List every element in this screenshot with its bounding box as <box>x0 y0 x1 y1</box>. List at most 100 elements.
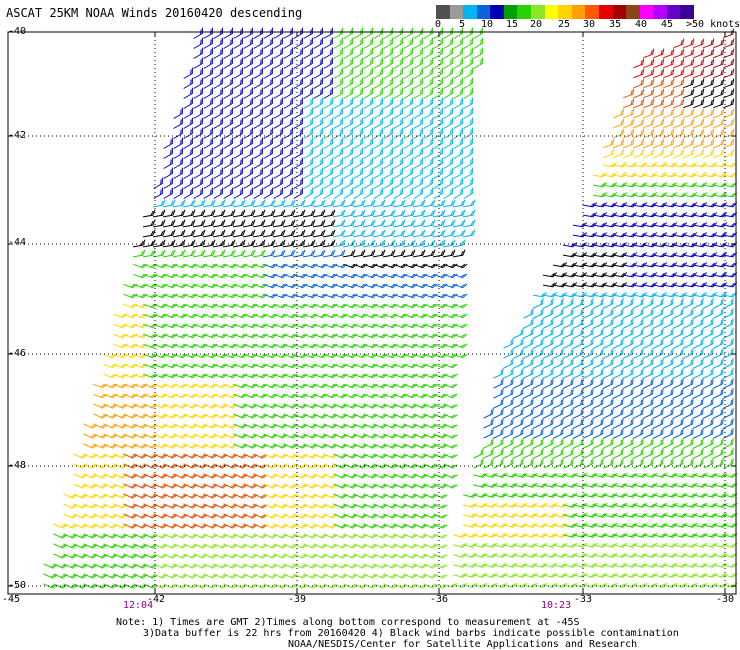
wind-barb <box>123 493 138 499</box>
wind-barb <box>633 482 648 488</box>
wind-barb <box>543 582 558 588</box>
wind-barb <box>673 368 684 379</box>
wind-barb <box>422 219 436 228</box>
wind-barb <box>463 187 473 199</box>
wind-barb <box>653 398 664 409</box>
wind-barb <box>423 403 438 409</box>
wind-barb <box>273 413 288 419</box>
wind-barb <box>323 147 333 159</box>
wind-barb <box>133 363 148 369</box>
wind-barb <box>293 453 308 459</box>
wind-barb <box>212 219 226 228</box>
wind-barb <box>453 37 463 49</box>
wind-barb <box>613 552 628 558</box>
wind-barb <box>693 128 705 139</box>
wind-barb <box>643 88 655 99</box>
wind-barb <box>642 282 658 288</box>
wind-barb <box>673 298 684 309</box>
wind-barb <box>103 353 118 359</box>
wind-barb <box>123 323 138 329</box>
wind-barb <box>613 492 628 498</box>
wind-barb <box>363 27 373 39</box>
wind-barb <box>722 282 738 288</box>
wind-barb <box>213 273 228 279</box>
wind-barb <box>93 553 108 559</box>
wind-barb <box>703 582 718 588</box>
lat-label: -46 <box>8 348 27 359</box>
wind-barb <box>383 323 398 329</box>
wind-barb <box>182 229 196 238</box>
wind-barb <box>483 562 498 568</box>
wind-barb <box>152 209 166 218</box>
wind-barb <box>633 438 644 449</box>
wind-barb <box>663 502 678 508</box>
wind-barb <box>493 368 504 379</box>
wind-barb <box>393 137 403 149</box>
wind-barb <box>713 512 728 518</box>
wind-barb <box>333 283 348 289</box>
wind-barb <box>582 262 598 268</box>
wind-barb <box>403 523 418 529</box>
wind-barb <box>633 378 644 389</box>
wind-barb <box>633 418 644 429</box>
wind-barb <box>373 483 388 489</box>
wind-barb <box>533 492 548 498</box>
wind-barb <box>373 177 383 189</box>
wind-barb <box>662 162 678 168</box>
wind-barb <box>563 418 574 429</box>
wind-barb <box>393 403 408 409</box>
wind-barb <box>303 393 318 399</box>
wind-barb <box>183 443 198 449</box>
wind-barb <box>153 333 168 339</box>
wind-barb <box>352 229 366 238</box>
wind-barb <box>283 293 298 299</box>
wind-barb <box>543 562 558 568</box>
wind-barb <box>213 393 228 399</box>
wind-barb <box>673 338 684 349</box>
wind-barb <box>663 408 674 419</box>
wind-barb <box>173 293 188 299</box>
wind-barb <box>253 453 268 459</box>
wind-barb <box>433 77 443 89</box>
wind-barb <box>463 552 478 558</box>
wind-barb <box>452 199 466 208</box>
wind-barb <box>303 147 313 159</box>
wind-barb <box>413 47 423 59</box>
wind-barb <box>183 573 198 579</box>
wind-barb <box>193 77 203 89</box>
wind-barb <box>683 458 694 469</box>
wind-barb <box>263 127 273 139</box>
wind-barb <box>453 293 468 299</box>
wind-barb <box>553 428 564 439</box>
wind-barb <box>633 522 648 528</box>
wind-barb <box>213 563 228 569</box>
wind-barb <box>183 353 198 359</box>
wind-barb <box>103 373 118 379</box>
wind-barb <box>603 318 614 329</box>
wind-barb <box>503 418 514 429</box>
wind-barb <box>73 533 88 539</box>
wind-barb <box>223 363 238 369</box>
wind-barb <box>663 448 674 459</box>
wind-barb <box>583 552 598 558</box>
wind-barb <box>633 118 645 129</box>
wind-barb <box>363 403 378 409</box>
wind-barb <box>142 249 156 258</box>
wind-barb <box>703 472 718 478</box>
wind-barb <box>293 403 308 409</box>
wind-barb <box>273 433 288 439</box>
wind-barb <box>283 47 293 59</box>
wind-barb <box>163 423 178 429</box>
wind-barb <box>443 47 453 59</box>
wind-barb <box>123 343 138 349</box>
wind-barb <box>293 573 308 579</box>
wind-barb <box>433 283 448 289</box>
wind-barb <box>292 199 306 208</box>
wind-barb <box>513 542 528 548</box>
wind-barb <box>283 57 293 69</box>
wind-barb <box>332 249 346 258</box>
wind-barb <box>383 273 398 279</box>
wind-barb <box>623 448 634 459</box>
wind-barb <box>253 27 263 39</box>
wind-barb <box>493 472 508 478</box>
